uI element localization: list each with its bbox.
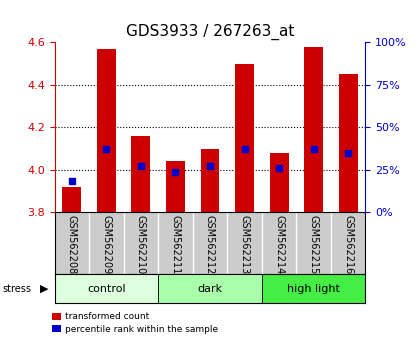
Text: GSM562216: GSM562216 [343,216,353,275]
Bar [270,153,289,212]
Text: GSM562210: GSM562210 [136,216,146,275]
Text: GSM562208: GSM562208 [67,216,77,275]
Bar [97,49,116,212]
Text: GSM562211: GSM562211 [171,216,181,275]
Text: control: control [87,284,126,294]
Title: GDS3933 / 267263_at: GDS3933 / 267263_at [126,23,294,40]
Text: GSM562209: GSM562209 [101,216,111,275]
Text: GSM562213: GSM562213 [239,216,249,275]
Bar [55,274,158,303]
Bar [304,47,323,212]
Bar [131,136,150,212]
Text: GSM562215: GSM562215 [309,216,319,275]
Bar [63,187,81,212]
Text: GSM562212: GSM562212 [205,216,215,275]
Text: dark: dark [197,284,223,294]
Bar [166,161,185,212]
Bar [235,64,254,212]
Bar [158,274,262,303]
Legend: transformed count, percentile rank within the sample: transformed count, percentile rank withi… [51,312,219,335]
Text: high light: high light [287,284,340,294]
Text: GSM562214: GSM562214 [274,216,284,275]
Bar [262,274,365,303]
Bar [339,74,357,212]
Text: stress: stress [2,284,31,294]
Text: ▶: ▶ [40,284,48,294]
Bar [200,149,220,212]
